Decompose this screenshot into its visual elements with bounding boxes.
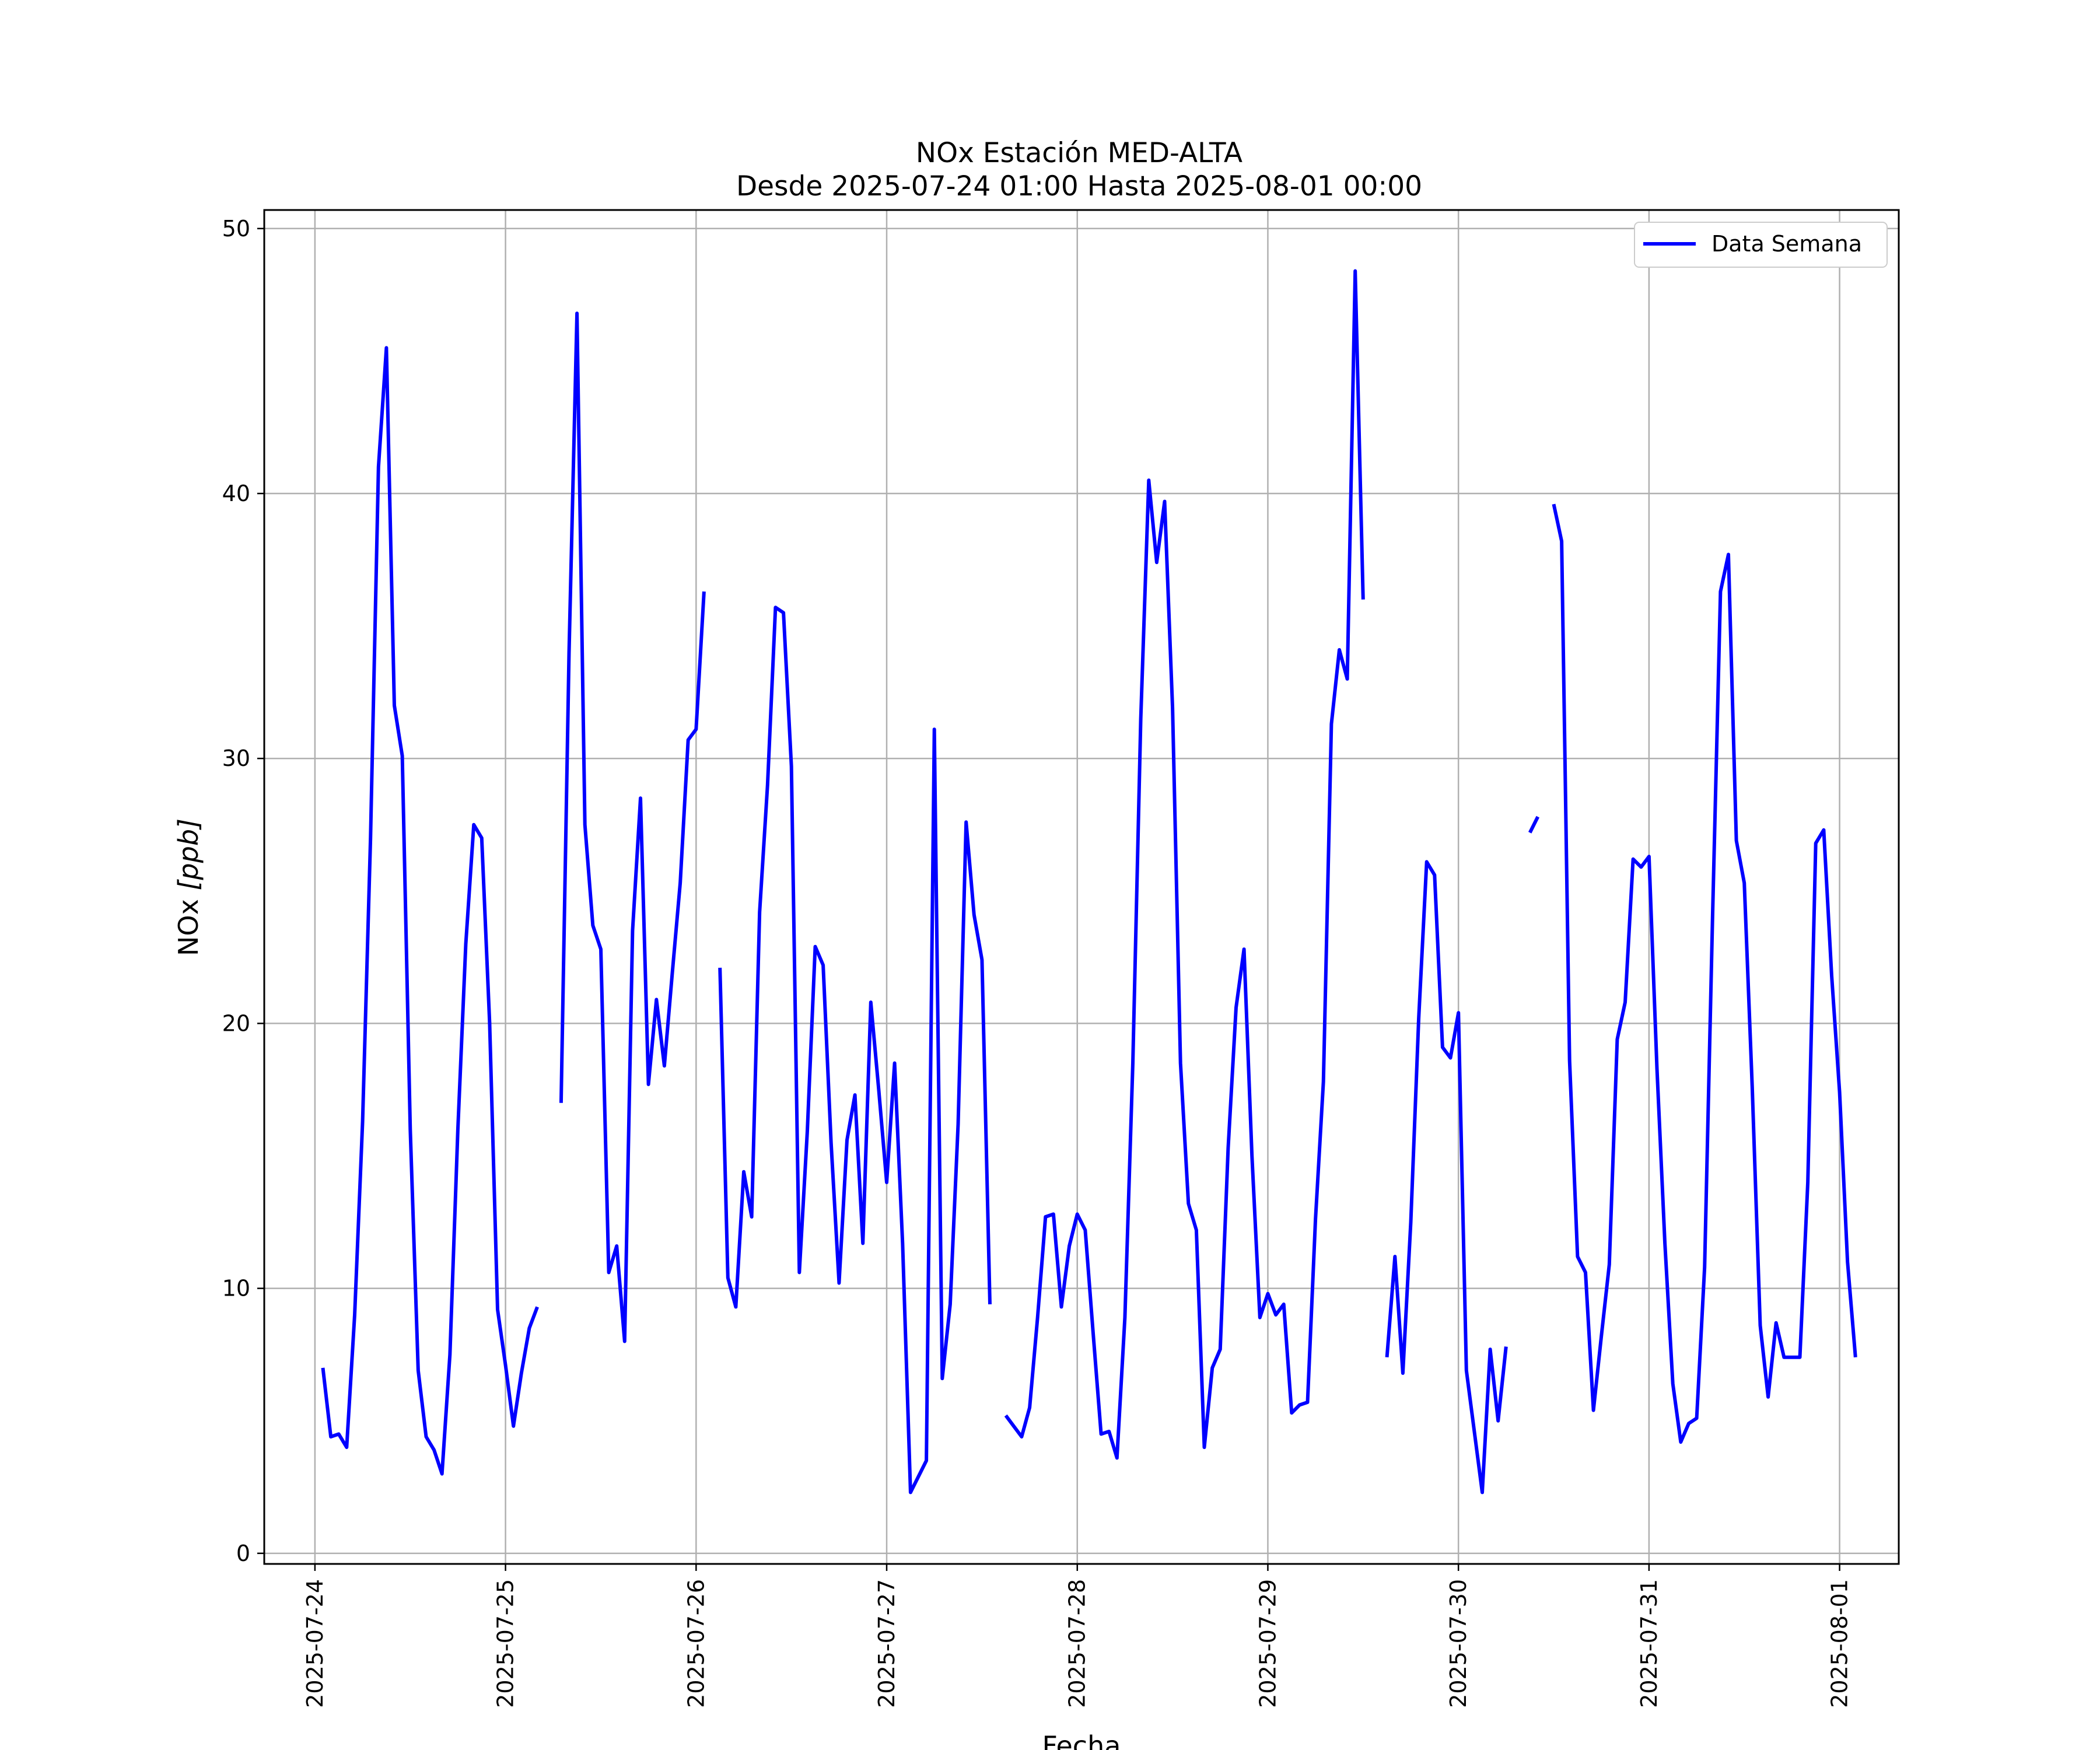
x-tick-label: 2025-07-26 (683, 1579, 709, 1708)
series-segment (718, 606, 992, 1494)
legend-box (1634, 222, 1888, 268)
chart-subtitle: Desde 2025-07-24 01:00 Hasta 2025-08-01 … (736, 170, 1422, 202)
series-segment (1528, 816, 1539, 834)
x-axis-label: Fecha (1042, 1730, 1121, 1750)
x-tick-label: 2025-07-24 (302, 1579, 328, 1708)
plot-area-frame (263, 209, 1900, 1565)
x-tick-label: 2025-08-01 (1827, 1579, 1853, 1708)
x-tick-label: 2025-07-28 (1065, 1579, 1090, 1708)
y-tick-label: 0 (236, 1541, 250, 1566)
series-layer (321, 269, 1857, 1494)
x-tick-label: 2025-07-29 (1255, 1579, 1280, 1708)
x-tick-label: 2025-07-25 (493, 1579, 519, 1708)
y-tick-label: 40 (222, 481, 250, 506)
y-tick-label: 30 (222, 746, 250, 771)
y-tick-label: 20 (222, 1010, 250, 1036)
y-tick-label: 10 (222, 1276, 250, 1301)
x-tick-label: 2025-07-27 (874, 1579, 900, 1708)
chart-title: NOx Estación MED-ALTA (916, 137, 1242, 169)
legend: Data Semana (1634, 222, 1888, 268)
series-line (321, 269, 1857, 1494)
x-axis-ticks: 2025-07-24 2025-07-25 2025-07-26 2025-07-27… (302, 1564, 1853, 1708)
y-axis-label: NOx [ppb] (173, 818, 204, 956)
y-tick-label: 50 (222, 216, 250, 242)
x-tick-label: 2025-07-30 (1446, 1579, 1471, 1708)
series-segment (1552, 503, 1857, 1444)
grid-lines (264, 210, 1899, 1564)
series-segment (559, 312, 706, 1343)
series-segment (321, 346, 539, 1476)
series-segment (1004, 269, 1365, 1460)
y-axis-label-unit: [ppb] (173, 818, 204, 891)
series-segment (1385, 860, 1508, 1494)
y-axis-label-text: NOx (173, 891, 204, 956)
legend-label: Data Semana (1712, 231, 1862, 257)
x-tick-label: 2025-07-31 (1636, 1579, 1662, 1708)
y-axis-ticks: 0 10 20 30 40 50 (222, 216, 264, 1566)
